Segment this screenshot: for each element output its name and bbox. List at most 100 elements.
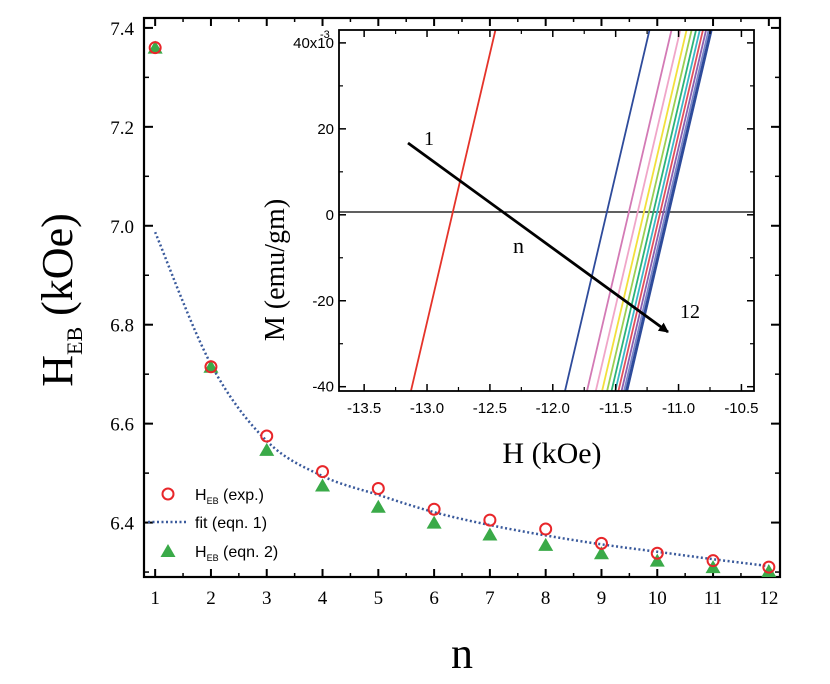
inset-line-4 — [594, 30, 682, 391]
inset-y-tick-label: -40 — [312, 379, 334, 396]
legend-label-exp-sub: EB — [207, 496, 219, 506]
legend-marker-exp — [161, 487, 175, 501]
inset-line-11 — [623, 30, 710, 391]
inset-hysteresis-lines — [410, 30, 713, 391]
main-x-tick-label: 3 — [262, 588, 272, 609]
eqn2-triangle-point — [370, 499, 386, 513]
inset-x-tick-label: -13.0 — [410, 400, 444, 417]
legend-label-exp: HEB (exp.) — [195, 487, 264, 506]
inset-y-exponent: -3 — [320, 29, 330, 41]
eqn2-triangle-point — [259, 442, 275, 456]
inset-line-6 — [606, 30, 693, 391]
legend-label-eqn2-main: H — [195, 544, 207, 561]
inset-arrow — [407, 141, 669, 334]
main-y-tick-label: 7.2 — [110, 118, 134, 139]
exp-circle-point — [260, 429, 274, 443]
eqn2-triangle-point — [538, 537, 554, 551]
inset-x-tick-label: -13.5 — [347, 400, 381, 417]
exp-circle-point — [539, 522, 553, 536]
inset-x-tick-label: -10.5 — [724, 400, 758, 417]
legend-marker-eqn2 — [160, 544, 176, 557]
legend-label-fit: fit (eqn. 1) — [195, 515, 267, 532]
main-x-tick-label: 5 — [374, 588, 384, 609]
exp-circle-point — [762, 560, 776, 574]
main-y-tick-label: 7.4 — [110, 19, 134, 40]
main-x-tick-label: 11 — [704, 588, 722, 609]
inset-line-8 — [614, 30, 701, 391]
exp-circle-point — [316, 465, 330, 479]
inset-x-tick-label: -11.0 — [662, 400, 695, 417]
main-data-marks — [147, 40, 777, 577]
inset-x-tick-label: -12.0 — [536, 400, 570, 417]
main-x-tick-label: 2 — [206, 588, 216, 609]
legend-label-eqn2: HEB (eqn. 2) — [195, 544, 278, 563]
main-x-tick-label: 6 — [429, 588, 439, 609]
main-y-tick-label: 6.4 — [110, 514, 134, 535]
main-x-tick-label: 12 — [759, 588, 778, 609]
eqn2-triangle-point — [426, 515, 442, 529]
main-y-ticks: 6.4 6.6 6.8 7.0 7.2 7.4 — [110, 19, 780, 573]
inset-plot-frame — [338, 29, 755, 392]
eqn2-triangle-point — [649, 553, 665, 567]
main-x-tick-label: 10 — [648, 588, 667, 609]
main-y-axis-label-sub: EB — [62, 327, 87, 355]
main-y-axis-label: HEB (kOe) — [33, 213, 87, 387]
fit-curve — [154, 231, 769, 568]
main-y-tick-label: 6.6 — [110, 415, 134, 436]
inset-chart: -13.5 -13.0 -12.5 -12.0 -11.5 -11.0 -10.5 -40-… — [260, 29, 759, 470]
inset-y-axis-label: M (emu/gm) — [260, 199, 291, 341]
inset-y-tick-label: 0 — [326, 207, 334, 224]
inset-x-tick-label: -12.5 — [473, 400, 507, 417]
exp-circle-point — [706, 554, 720, 568]
main-chart: 1 2 3 4 5 6 7 8 9 10 11 12 6.46.66.87.07.27.4 n HEB… — [33, 16, 782, 678]
eqn2-triangle-point — [761, 564, 777, 577]
exp-circle-point — [594, 536, 608, 550]
inset-line-10 — [620, 30, 707, 391]
inset-arrow-middle-label: n — [513, 233, 524, 258]
legend-label-eqn2-sub: EB — [207, 553, 219, 563]
legend-label-eqn2-rest: (eqn. 2) — [219, 544, 279, 561]
inset-arrow-start-label: 1 — [424, 128, 434, 150]
exp-circle-point — [371, 481, 385, 495]
inset-y-tick-label: -20 — [312, 293, 334, 310]
main-x-axis-label: n — [451, 629, 473, 678]
main-x-tick-label: 1 — [150, 588, 160, 609]
inset-line-9 — [617, 30, 704, 391]
inset-y-tick-label: 20 — [317, 121, 334, 138]
inset-line-5 — [601, 30, 688, 391]
legend-label-exp-main: H — [195, 487, 207, 504]
exp-circle-point — [483, 513, 497, 527]
inset-line-1 — [410, 30, 497, 391]
inset-line-7 — [610, 30, 697, 391]
inset-x-ticks: -13.5 -13.0 -12.5 -12.0 -11.5 -11.0 -10.5 — [347, 30, 759, 417]
legend-item-eqn2: HEB (eqn. 2) — [160, 544, 278, 563]
main-y-axis-label-main: H — [33, 355, 82, 387]
main-y-axis-label-units: (kOe) — [33, 213, 82, 327]
exp-circle-point — [148, 41, 162, 55]
inset-y-ticks: -40 -20 0 20 40x10 — [293, 35, 754, 396]
inset-line-3 — [586, 30, 673, 391]
main-x-tick-label: 9 — [597, 588, 607, 609]
inset-background — [339, 30, 754, 391]
exp-circle-point — [204, 360, 218, 374]
exp-circle-point — [427, 502, 441, 516]
main-x-tick-label: 7 — [485, 588, 495, 609]
inset-arrow-end-label: 12 — [680, 301, 700, 323]
inset-x-tick-label: -11.5 — [599, 400, 632, 417]
main-x-ticks: 1 2 3 4 5 6 7 8 9 10 11 12 — [150, 18, 778, 609]
legend-item-fit: fit (eqn. 1) — [148, 515, 267, 532]
main-x-tick-label: 4 — [318, 588, 328, 609]
main-y-tick-label: 7.0 — [110, 217, 134, 238]
legend-label-exp-rest: (exp.) — [219, 487, 264, 504]
eqn2-triangle-point — [593, 546, 609, 560]
legend: HEB (exp.) fit (eqn. 1) HEB (eqn. 2) — [148, 487, 278, 563]
eqn2-triangle-point — [315, 478, 331, 492]
exp-circle-point — [650, 546, 664, 560]
main-x-tick-label: 8 — [541, 588, 551, 609]
main-y-tick-label: 6.8 — [110, 316, 134, 337]
eqn2-triangle-point — [482, 527, 498, 541]
inset-line-12 — [625, 30, 713, 391]
inset-y-tick-label: 40x10 — [293, 35, 334, 52]
inset-x-axis-label: H (kOe) — [502, 437, 601, 470]
